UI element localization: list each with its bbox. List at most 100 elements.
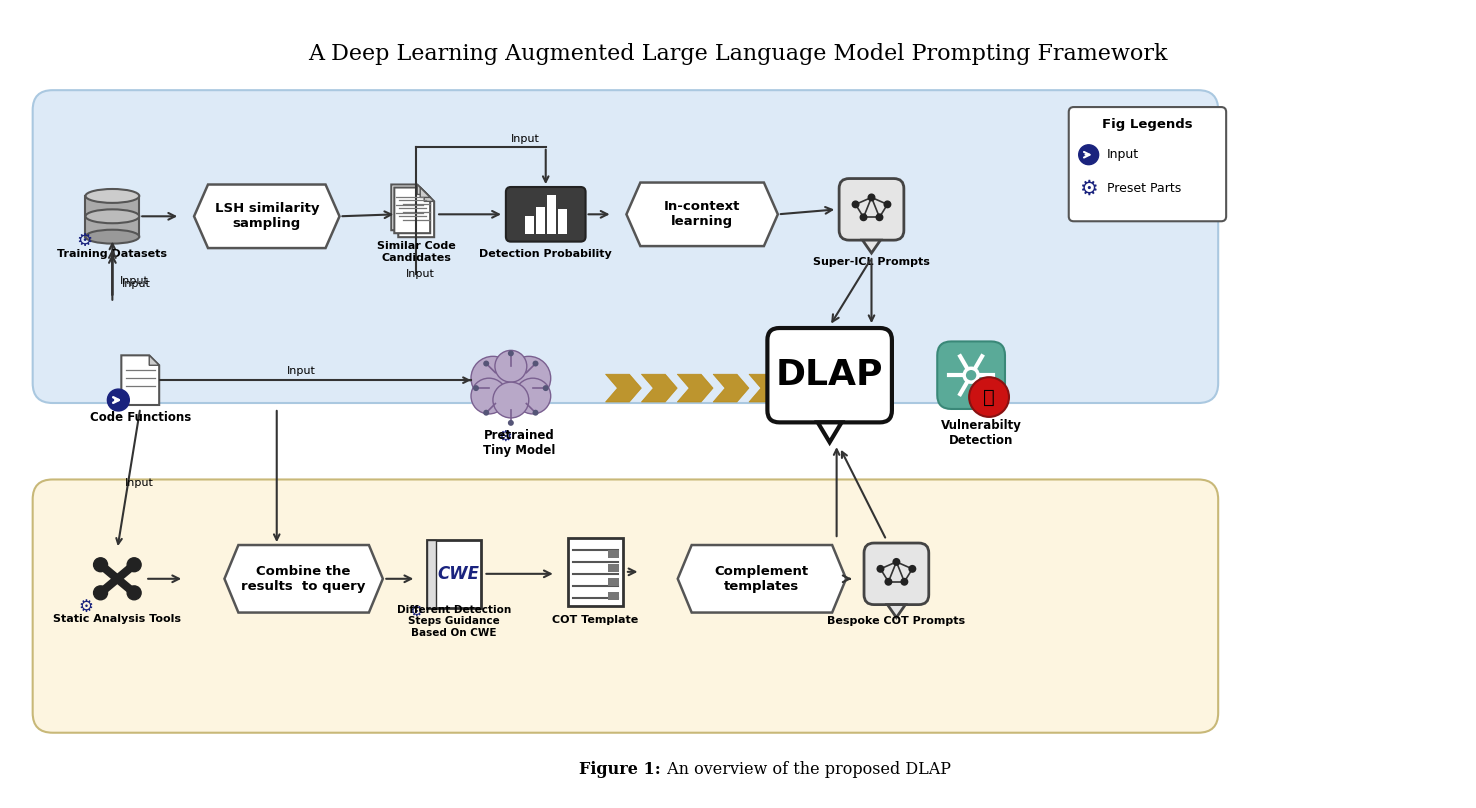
Circle shape xyxy=(472,385,480,391)
FancyBboxPatch shape xyxy=(427,540,435,608)
Polygon shape xyxy=(818,423,841,442)
Text: Code Functions: Code Functions xyxy=(90,411,190,424)
Polygon shape xyxy=(424,191,434,201)
FancyBboxPatch shape xyxy=(546,195,555,234)
Text: ⚙: ⚙ xyxy=(78,598,93,616)
Polygon shape xyxy=(394,187,430,234)
Text: Complement
templates: Complement templates xyxy=(714,565,809,593)
Circle shape xyxy=(108,389,130,411)
FancyBboxPatch shape xyxy=(32,90,1218,403)
Text: In-context
learning: In-context learning xyxy=(664,200,741,229)
Text: ⚙: ⚙ xyxy=(1079,179,1098,199)
FancyBboxPatch shape xyxy=(840,179,903,240)
Polygon shape xyxy=(418,184,427,195)
Polygon shape xyxy=(605,374,642,402)
Polygon shape xyxy=(677,545,846,612)
Polygon shape xyxy=(399,191,434,238)
FancyBboxPatch shape xyxy=(506,187,586,242)
FancyBboxPatch shape xyxy=(608,564,618,572)
Polygon shape xyxy=(626,183,778,246)
Text: LSH similarity
sampling: LSH similarity sampling xyxy=(214,202,319,230)
FancyBboxPatch shape xyxy=(608,578,618,586)
Text: Input: Input xyxy=(288,366,316,377)
Circle shape xyxy=(877,565,884,573)
Polygon shape xyxy=(193,184,339,248)
Text: A Deep Learning Augmented Large Language Model Prompting Framework: A Deep Learning Augmented Large Language… xyxy=(308,44,1168,65)
Circle shape xyxy=(868,193,875,201)
FancyBboxPatch shape xyxy=(558,208,567,234)
Circle shape xyxy=(471,356,515,400)
Circle shape xyxy=(493,382,528,418)
Polygon shape xyxy=(224,545,382,612)
Text: Input: Input xyxy=(1107,148,1138,162)
FancyBboxPatch shape xyxy=(768,328,892,423)
FancyBboxPatch shape xyxy=(863,543,928,604)
Circle shape xyxy=(483,360,489,367)
Polygon shape xyxy=(391,184,427,230)
Circle shape xyxy=(852,200,859,208)
Text: CWE: CWE xyxy=(437,565,480,583)
Circle shape xyxy=(506,356,551,400)
Text: An overview of the proposed DLAP: An overview of the proposed DLAP xyxy=(663,761,952,778)
Circle shape xyxy=(884,200,892,208)
Circle shape xyxy=(127,586,142,600)
Ellipse shape xyxy=(86,229,139,243)
Circle shape xyxy=(471,378,506,414)
Circle shape xyxy=(93,558,108,572)
Polygon shape xyxy=(887,604,905,617)
Circle shape xyxy=(515,378,551,414)
Circle shape xyxy=(875,213,884,221)
Circle shape xyxy=(908,565,917,573)
Circle shape xyxy=(508,420,514,426)
Polygon shape xyxy=(642,374,677,402)
Circle shape xyxy=(1079,145,1098,165)
Text: Preset Parts: Preset Parts xyxy=(1107,182,1181,195)
Polygon shape xyxy=(121,356,159,405)
Circle shape xyxy=(533,360,539,367)
Text: Vulnerabilty
Detection: Vulnerabilty Detection xyxy=(940,419,1021,447)
Text: Pretrained
Tiny Model: Pretrained Tiny Model xyxy=(483,429,555,457)
Circle shape xyxy=(93,586,108,600)
Text: Combine the
results  to query: Combine the results to query xyxy=(242,565,366,593)
FancyBboxPatch shape xyxy=(536,207,545,234)
Text: Super-ICL Prompts: Super-ICL Prompts xyxy=(813,257,930,267)
Circle shape xyxy=(127,558,142,572)
Polygon shape xyxy=(713,374,748,402)
FancyBboxPatch shape xyxy=(427,540,481,608)
Text: Fig Legends: Fig Legends xyxy=(1103,119,1193,132)
Text: Detection Probability: Detection Probability xyxy=(480,249,613,259)
Text: Bespoke COT Prompts: Bespoke COT Prompts xyxy=(828,617,965,626)
Text: Input: Input xyxy=(406,269,435,279)
Text: Input: Input xyxy=(511,134,540,144)
Text: 🔍: 🔍 xyxy=(983,388,995,406)
Circle shape xyxy=(893,558,900,566)
Text: Similar Code
Candidates: Similar Code Candidates xyxy=(376,242,456,263)
Text: ⚙: ⚙ xyxy=(77,232,93,250)
Ellipse shape xyxy=(86,209,139,223)
Polygon shape xyxy=(149,356,159,365)
Text: COT Template: COT Template xyxy=(552,615,639,625)
Text: Training Datasets: Training Datasets xyxy=(58,249,167,259)
FancyBboxPatch shape xyxy=(608,550,618,558)
FancyBboxPatch shape xyxy=(1069,107,1227,221)
Text: Input: Input xyxy=(123,279,151,288)
Circle shape xyxy=(543,385,549,391)
FancyBboxPatch shape xyxy=(525,217,534,234)
Polygon shape xyxy=(748,374,785,402)
Ellipse shape xyxy=(86,189,139,203)
Polygon shape xyxy=(862,240,881,253)
Text: Static Analysis Tools: Static Analysis Tools xyxy=(53,613,182,624)
Circle shape xyxy=(900,578,908,586)
Circle shape xyxy=(494,351,527,382)
Circle shape xyxy=(483,410,489,415)
Circle shape xyxy=(508,351,514,356)
Text: ⚙: ⚙ xyxy=(499,428,512,444)
Polygon shape xyxy=(677,374,713,402)
Text: DLAP: DLAP xyxy=(776,358,884,392)
Polygon shape xyxy=(785,374,821,402)
FancyBboxPatch shape xyxy=(608,591,618,600)
Circle shape xyxy=(964,368,979,382)
Text: Input: Input xyxy=(121,276,149,286)
Polygon shape xyxy=(421,187,430,197)
Text: Input: Input xyxy=(125,478,154,489)
